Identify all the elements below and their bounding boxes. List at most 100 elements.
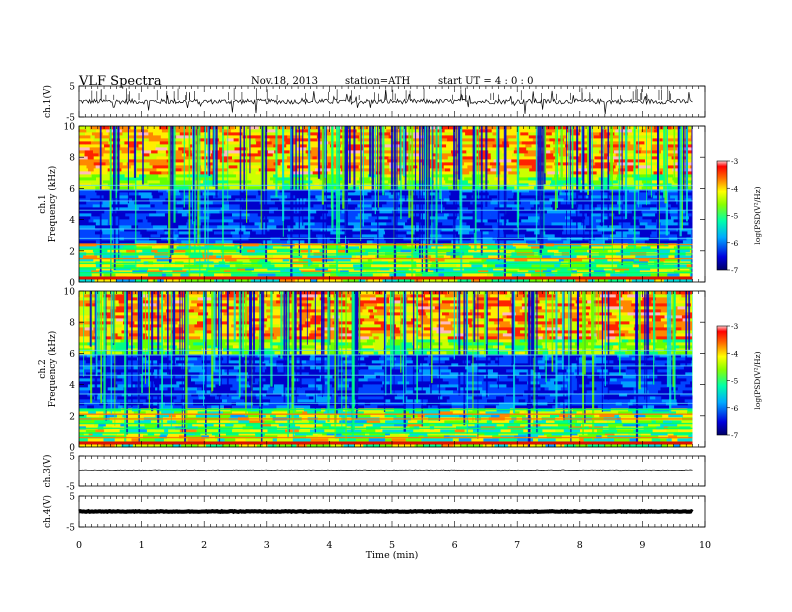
psd-cell <box>245 423 261 427</box>
psd-cell <box>121 168 138 172</box>
psd-cell <box>417 165 430 169</box>
psd-cell <box>251 132 256 136</box>
psd-cell <box>93 423 99 427</box>
psd-cell <box>186 213 194 217</box>
psd-cell <box>673 174 682 178</box>
psd-cell <box>325 420 340 424</box>
psd-cell <box>655 234 668 238</box>
psd-cell <box>403 147 412 151</box>
psd-cell <box>262 189 280 193</box>
psd-cell <box>440 126 458 130</box>
psd-cell <box>79 360 87 364</box>
psd-cell <box>558 174 573 178</box>
psd-cell <box>651 438 661 442</box>
psd-cell <box>194 432 201 436</box>
psd-cell <box>85 132 93 136</box>
psd-cell <box>494 207 513 211</box>
psd-cell <box>533 438 539 442</box>
psd-cell <box>680 381 691 385</box>
psd-cell <box>201 189 219 193</box>
psd-cell <box>309 357 327 361</box>
psd-cell <box>637 132 645 136</box>
psd-cell <box>544 360 556 364</box>
psd-cell <box>460 219 477 223</box>
psd-cell <box>601 435 608 439</box>
psd-cell <box>170 438 188 442</box>
psd-cell <box>345 180 358 184</box>
psd-cell <box>394 396 408 400</box>
psd-cell <box>283 363 297 367</box>
psd-cell <box>349 156 355 160</box>
psd-cell <box>176 183 195 187</box>
psd-cell <box>118 180 137 184</box>
psd-cell <box>663 174 674 178</box>
psd-cell <box>308 372 315 376</box>
psd-cell <box>570 414 576 418</box>
psd-cell <box>440 210 447 214</box>
psd-cell <box>488 231 504 235</box>
psd-cell <box>157 405 174 409</box>
psd-cell <box>487 387 503 391</box>
psd-cell <box>102 432 118 436</box>
psd-cell <box>618 222 631 226</box>
psd-cell <box>670 213 677 217</box>
psd-cell <box>88 432 93 436</box>
psd-cell <box>282 258 290 262</box>
psd-cell <box>159 126 177 130</box>
sferic-streak <box>473 126 475 233</box>
psd-cell <box>657 369 672 373</box>
psd-cell <box>169 180 184 184</box>
psd-cell <box>667 384 686 388</box>
psd-cell <box>420 399 429 403</box>
psd-cell <box>440 135 456 139</box>
psd-cell <box>390 366 403 370</box>
psd-cell <box>283 207 295 211</box>
psd-cell <box>145 174 159 178</box>
psd-cell <box>262 240 273 244</box>
psd-cell <box>398 153 406 157</box>
psd-cell <box>638 168 653 172</box>
psd-cell <box>595 207 601 211</box>
psd-cell <box>241 141 257 145</box>
psd-cell <box>513 195 529 199</box>
psd-cell <box>111 135 130 139</box>
psd-cell <box>473 255 489 259</box>
psd-cell <box>558 171 572 175</box>
psd-cell <box>230 177 246 181</box>
psd-cell <box>215 396 232 400</box>
psd-cell <box>435 147 442 151</box>
psd-cell <box>421 438 436 442</box>
sferic-streak <box>517 126 519 238</box>
psd-cell <box>535 405 553 409</box>
psd-cell <box>358 165 376 169</box>
psd-cell <box>86 414 100 418</box>
psd-cell <box>655 396 662 400</box>
psd-cell <box>489 180 506 184</box>
psd-cell <box>363 423 374 427</box>
psd-cell <box>447 147 458 151</box>
psd-cell <box>266 132 283 136</box>
psd-cell <box>405 222 416 226</box>
psd-cell <box>466 387 483 391</box>
psd-cell <box>345 423 364 427</box>
psd-cell <box>545 126 559 130</box>
psd-cell <box>161 225 168 229</box>
psd-cell <box>485 363 498 367</box>
psd-cell <box>174 387 183 391</box>
psd-cell <box>529 189 541 193</box>
psd-cell <box>365 279 383 283</box>
psd-cell <box>91 270 100 274</box>
psd-cell <box>235 264 251 268</box>
psd-cell <box>639 222 648 226</box>
psd-cell <box>687 411 693 415</box>
psd-cell <box>285 438 294 442</box>
psd-cell <box>625 372 644 376</box>
psd-cell <box>204 141 217 145</box>
psd-cell <box>426 393 442 397</box>
psd-cell <box>500 429 512 433</box>
psd-cell <box>176 396 184 400</box>
psd-cell <box>132 270 148 274</box>
psd-cell <box>649 258 661 262</box>
psd-cell <box>619 387 634 391</box>
psd-cell <box>450 360 464 364</box>
